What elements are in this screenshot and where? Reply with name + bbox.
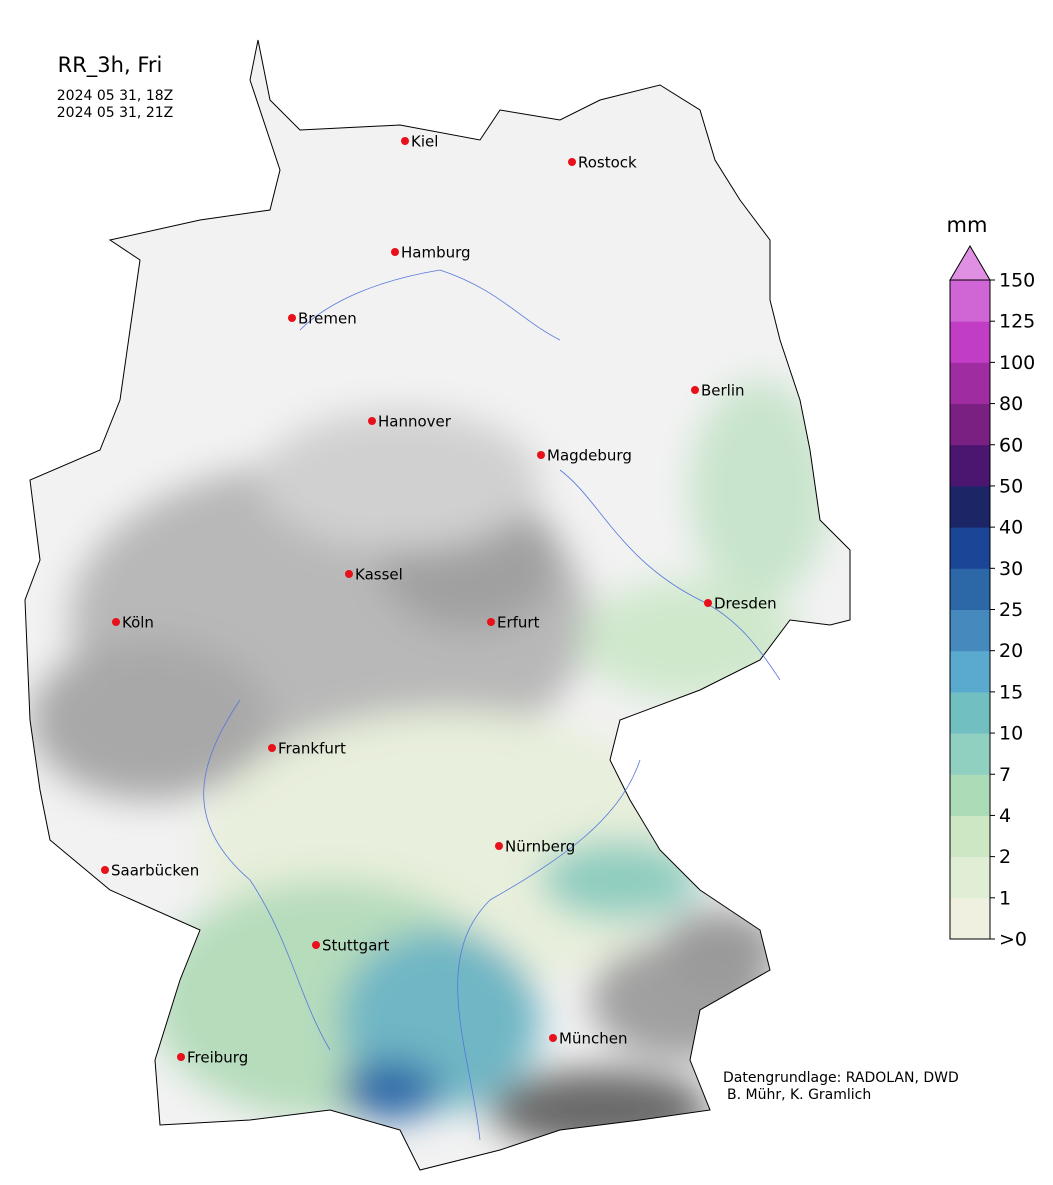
city-label: Magdeburg — [547, 447, 632, 465]
precip-field — [25, 40, 850, 1170]
city-label: Köln — [122, 614, 154, 632]
valid-to: 2024 05 31, 21Z — [57, 105, 173, 121]
colorbar-tick-label: 15 — [999, 681, 1023, 703]
colorbar-segment — [950, 403, 990, 446]
colorbar-tick-label: 1 — [999, 887, 1011, 909]
colorbar-segment — [950, 485, 990, 528]
city-label: Berlin — [701, 382, 745, 400]
city-marker — [568, 158, 576, 166]
colorbar-segment — [950, 321, 990, 363]
city-marker — [495, 842, 503, 850]
colorbar-tick-label: 30 — [999, 558, 1023, 580]
colorbar-extension — [949, 245, 991, 281]
colorbar-tick-label: 125 — [999, 311, 1035, 333]
city-marker — [401, 137, 409, 145]
colorbar: >0 1 2 4 7 10 15 20 25 30 40 50 60 80 100 125 150 — [949, 245, 1035, 951]
credit: Datengrundlage: RADOLAN, DWD — [723, 1070, 959, 1086]
colorbar-segment — [950, 609, 990, 652]
city-marker — [312, 941, 320, 949]
city-label: Nürnberg — [505, 838, 575, 856]
colorbar-tick-label: 20 — [999, 640, 1023, 662]
colorbar-tick-label: 80 — [999, 393, 1023, 415]
city-label: Hamburg — [401, 244, 471, 262]
city-marker — [691, 386, 699, 394]
city-label: Dresden — [714, 595, 777, 613]
colorbar-segment — [950, 650, 990, 693]
city-label: Bremen — [298, 310, 357, 328]
colorbar-segment — [950, 774, 990, 816]
city-marker — [101, 866, 109, 874]
cities: Kiel Rostock Hamburg Bremen Berlin Hannover Ma… — [101, 133, 777, 1067]
colorbar-tick-label: 50 — [999, 475, 1023, 497]
colorbar-unit: mm — [947, 213, 988, 237]
valid-from: 2024 05 31, 18Z — [57, 88, 173, 104]
city-marker — [288, 314, 296, 322]
colorbar-tick-label: 100 — [999, 352, 1035, 374]
colorbar-segment — [950, 733, 990, 775]
city-label: Hannover — [378, 413, 452, 431]
credit: B. Mühr, K. Gramlich — [727, 1087, 871, 1103]
city-label: München — [559, 1030, 627, 1048]
colorbar-tick-label: >0 — [999, 929, 1027, 951]
city-label: Erfurt — [497, 614, 540, 632]
colorbar-tick-label: 40 — [999, 517, 1023, 539]
colorbar-segment — [950, 691, 990, 734]
colorbar-segment — [950, 362, 990, 405]
colorbar-segment — [950, 280, 990, 322]
city-marker — [368, 417, 376, 425]
city-label: Saarbücken — [111, 862, 199, 880]
city-marker — [704, 599, 712, 607]
city-marker — [177, 1053, 185, 1061]
colorbar-tick-label: 25 — [999, 599, 1023, 621]
city-label: Rostock — [578, 154, 637, 172]
colorbar-segment — [950, 444, 990, 487]
city-marker — [112, 618, 120, 626]
city-marker — [549, 1034, 557, 1042]
city-marker — [268, 744, 276, 752]
city-marker — [391, 248, 399, 256]
colorbar-tick-label: 4 — [999, 805, 1011, 827]
city-label: Freiburg — [187, 1049, 248, 1067]
colorbar-segment — [950, 815, 990, 858]
city-label: Kiel — [411, 133, 438, 151]
rivers — [203, 269, 781, 1141]
colorbar-tick-label: 150 — [999, 270, 1035, 292]
colorbar-segment — [950, 568, 990, 610]
title: RR_3h, Fri — [58, 53, 163, 78]
colorbar-tick-label: 7 — [999, 764, 1011, 786]
city-label: Frankfurt — [278, 740, 346, 758]
colorbar-tick-label: 60 — [999, 434, 1023, 456]
city-marker — [537, 451, 545, 459]
colorbar-segment — [950, 527, 990, 569]
colorbar-segment — [950, 897, 990, 940]
city-marker — [487, 618, 495, 626]
colorbar-tick-label: 2 — [999, 846, 1011, 868]
city-marker — [345, 570, 353, 578]
colorbar-segment — [950, 856, 990, 899]
city-label: Kassel — [355, 566, 403, 584]
colorbar-tick-label: 10 — [999, 723, 1023, 745]
city-label: Stuttgart — [322, 937, 390, 955]
